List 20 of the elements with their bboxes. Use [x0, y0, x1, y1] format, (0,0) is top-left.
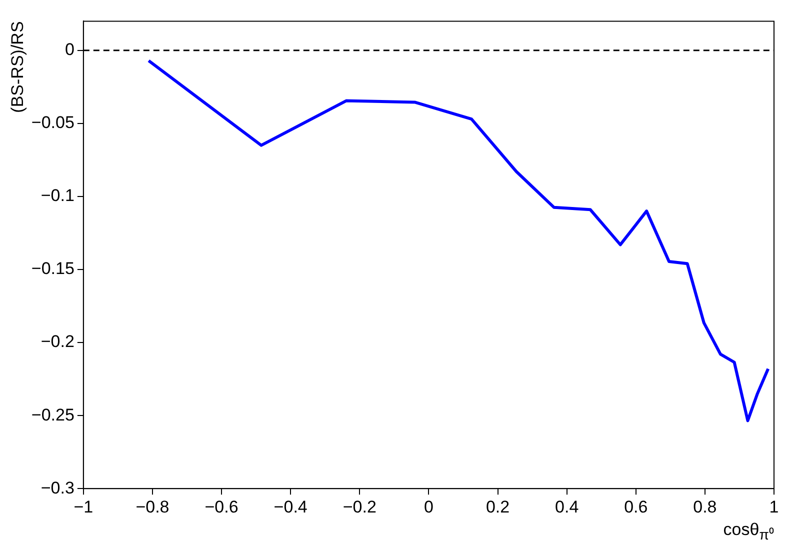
x-tick-label: −0.2 [342, 497, 376, 516]
x-tick-label: −0.6 [204, 497, 238, 516]
y-tick-label: −0.15 [31, 259, 74, 278]
x-tick-label: 1 [769, 497, 779, 516]
x-tick-label: 0.2 [486, 497, 510, 516]
y-tick-label: −0.2 [40, 332, 74, 352]
y-tick-label: 0 [64, 40, 74, 60]
x-tick-label: 0 [424, 497, 434, 516]
x-tick-label: −0.8 [136, 497, 170, 516]
x-tick-label: −1 [74, 497, 94, 516]
y-axis-title: (BS-RS)/RS [8, 21, 27, 113]
y-tick-label: −0.25 [31, 405, 74, 424]
y-tick-label: −0.05 [31, 113, 74, 132]
x-tick-label: 0.6 [624, 497, 648, 516]
y-tick-label: −0.3 [40, 478, 74, 498]
x-axis-title: cosθ$_{π⁰}$ [723, 520, 774, 543]
x-tick-label: 0.4 [555, 497, 579, 516]
x-tick-label: −0.4 [274, 497, 308, 516]
y-tick-label: −0.1 [40, 186, 74, 206]
x-tick-label: 0.8 [693, 497, 717, 516]
